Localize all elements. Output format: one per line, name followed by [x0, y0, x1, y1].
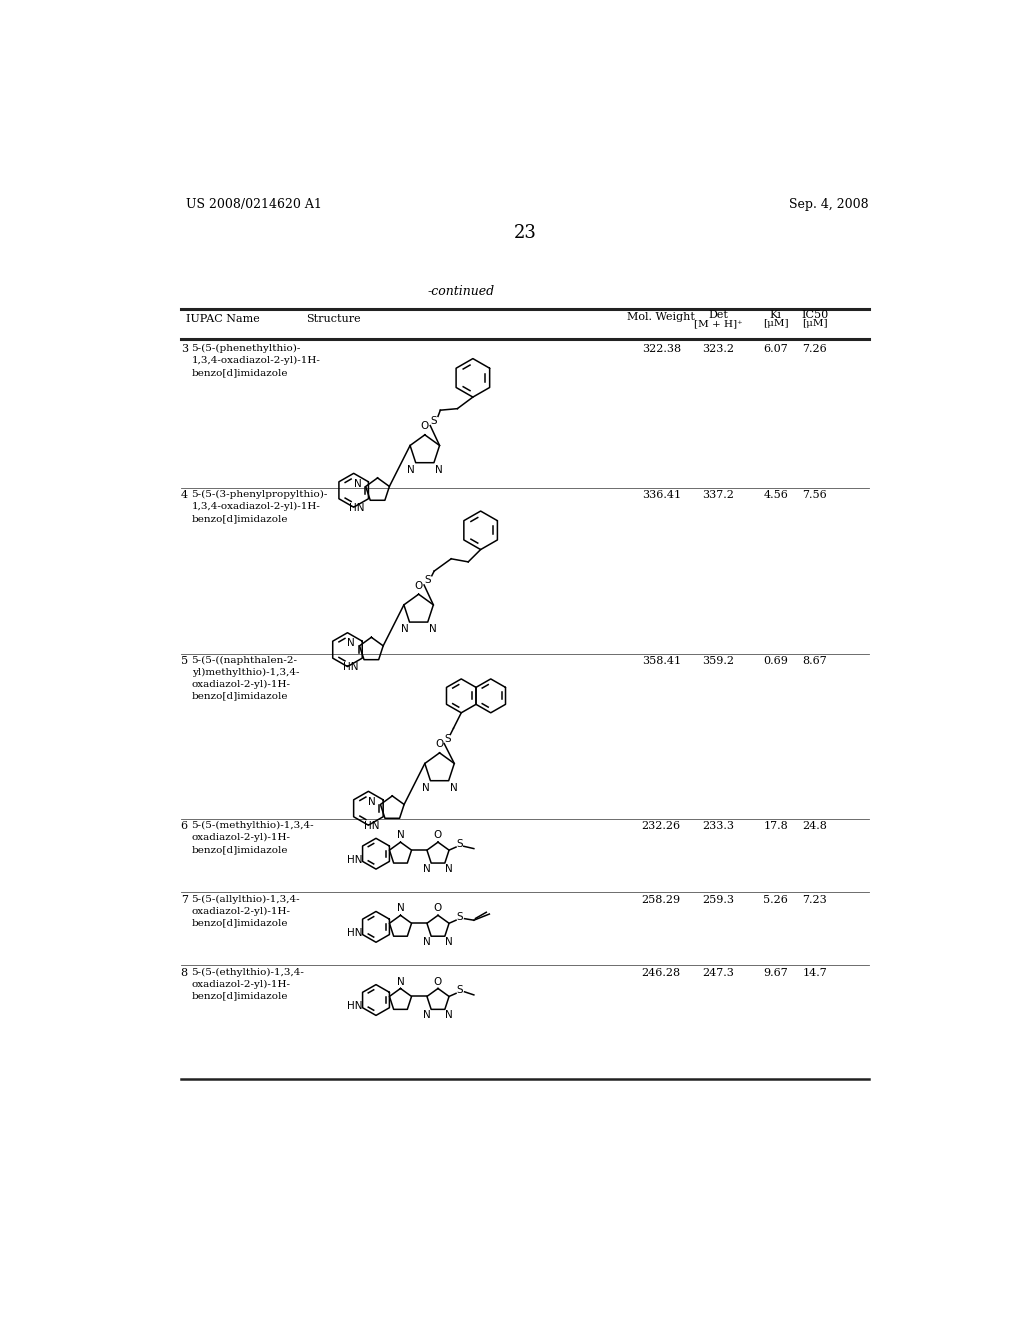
Text: 8: 8: [180, 968, 187, 978]
Text: 17.8: 17.8: [764, 821, 788, 832]
Text: N: N: [423, 863, 431, 874]
Text: N: N: [445, 863, 453, 874]
Text: O: O: [421, 421, 429, 432]
Text: N: N: [423, 1010, 431, 1020]
Text: 5-(5-((naphthalen-2-
yl)methylthio)-1,3,4-
oxadiazol-2-yl)-1H-
benzo[d]imidazole: 5-(5-((naphthalen-2- yl)methylthio)-1,3,…: [191, 656, 299, 701]
Text: N: N: [400, 624, 409, 634]
Text: HN: HN: [343, 663, 358, 672]
Text: 0.69: 0.69: [764, 656, 788, 665]
Text: N: N: [450, 783, 458, 792]
Text: -continued: -continued: [428, 285, 495, 298]
Text: Structure: Structure: [306, 314, 360, 323]
Text: 23: 23: [513, 224, 537, 242]
Text: 259.3: 259.3: [702, 895, 734, 904]
Text: N: N: [407, 465, 415, 475]
Text: 7: 7: [180, 895, 187, 904]
Text: S: S: [457, 840, 463, 849]
Text: 3: 3: [180, 345, 187, 354]
Text: 4.56: 4.56: [764, 490, 788, 500]
Text: 323.2: 323.2: [702, 345, 734, 354]
Text: O: O: [434, 903, 442, 913]
Text: N: N: [422, 783, 429, 792]
Text: 337.2: 337.2: [702, 490, 734, 500]
Text: 7.26: 7.26: [802, 345, 827, 354]
Text: HN: HN: [346, 928, 362, 939]
Text: O: O: [434, 830, 442, 841]
Text: Det: Det: [709, 310, 728, 319]
Text: N: N: [423, 937, 431, 946]
Text: 5-(5-(methylthio)-1,3,4-
oxadiazol-2-yl)-1H-
benzo[d]imidazole: 5-(5-(methylthio)-1,3,4- oxadiazol-2-yl)…: [191, 821, 314, 854]
Text: N: N: [396, 903, 404, 913]
Text: O: O: [435, 739, 443, 750]
Text: N: N: [353, 479, 361, 488]
Text: 247.3: 247.3: [702, 968, 734, 978]
Text: N: N: [435, 465, 442, 475]
Text: 5-(5-(phenethylthio)-
1,3,4-oxadiazol-2-yl)-1H-
benzo[d]imidazole: 5-(5-(phenethylthio)- 1,3,4-oxadiazol-2-…: [191, 345, 321, 378]
Text: S: S: [444, 734, 451, 744]
Text: 358.41: 358.41: [642, 656, 681, 665]
Text: 336.41: 336.41: [642, 490, 681, 500]
Text: 14.7: 14.7: [802, 968, 827, 978]
Text: N: N: [396, 977, 404, 986]
Text: [μM]: [μM]: [802, 319, 827, 329]
Text: HN: HN: [346, 855, 362, 865]
Text: 5-(5-(ethylthio)-1,3,4-
oxadiazol-2-yl)-1H-
benzo[d]imidazole: 5-(5-(ethylthio)-1,3,4- oxadiazol-2-yl)-…: [191, 968, 304, 1001]
Text: 6.07: 6.07: [764, 345, 788, 354]
Text: 9.67: 9.67: [764, 968, 788, 978]
Text: N: N: [429, 624, 436, 634]
Text: HN: HN: [349, 503, 365, 512]
Text: O: O: [434, 977, 442, 986]
Text: 5-(5-(3-phenylpropylthio)-
1,3,4-oxadiazol-2-yl)-1H-
benzo[d]imidazole: 5-(5-(3-phenylpropylthio)- 1,3,4-oxadiaz…: [191, 490, 328, 523]
Text: S: S: [457, 912, 463, 923]
Text: US 2008/0214620 A1: US 2008/0214620 A1: [186, 198, 322, 211]
Text: 24.8: 24.8: [802, 821, 827, 832]
Text: 359.2: 359.2: [702, 656, 734, 665]
Text: Mol. Weight: Mol. Weight: [628, 313, 695, 322]
Text: S: S: [425, 576, 431, 585]
Text: 8.67: 8.67: [802, 656, 827, 665]
Text: 246.28: 246.28: [642, 968, 681, 978]
Text: 5.26: 5.26: [764, 895, 788, 904]
Text: S: S: [431, 416, 437, 426]
Text: N: N: [396, 830, 404, 841]
Text: 258.29: 258.29: [642, 895, 681, 904]
Text: [M + H]⁺: [M + H]⁺: [694, 319, 742, 329]
Text: N: N: [369, 797, 376, 807]
Text: O: O: [415, 581, 423, 591]
Text: 5: 5: [180, 656, 187, 665]
Text: IC50: IC50: [801, 310, 828, 319]
Text: 7.56: 7.56: [802, 490, 827, 500]
Text: Ki: Ki: [770, 310, 782, 319]
Text: HN: HN: [364, 821, 380, 830]
Text: S: S: [457, 985, 463, 995]
Text: N: N: [445, 1010, 453, 1020]
Text: 4: 4: [180, 490, 187, 500]
Text: Sep. 4, 2008: Sep. 4, 2008: [790, 198, 869, 211]
Text: HN: HN: [346, 1001, 362, 1011]
Text: 7.23: 7.23: [802, 895, 827, 904]
Text: 233.3: 233.3: [702, 821, 734, 832]
Text: N: N: [347, 638, 355, 648]
Text: IUPAC Name: IUPAC Name: [186, 314, 260, 323]
Text: 5-(5-(allylthio)-1,3,4-
oxadiazol-2-yl)-1H-
benzo[d]imidazole: 5-(5-(allylthio)-1,3,4- oxadiazol-2-yl)-…: [191, 895, 300, 928]
Text: 322.38: 322.38: [642, 345, 681, 354]
Text: 232.26: 232.26: [642, 821, 681, 832]
Text: 6: 6: [180, 821, 187, 832]
Text: [μM]: [μM]: [763, 319, 788, 329]
Text: N: N: [445, 937, 453, 946]
